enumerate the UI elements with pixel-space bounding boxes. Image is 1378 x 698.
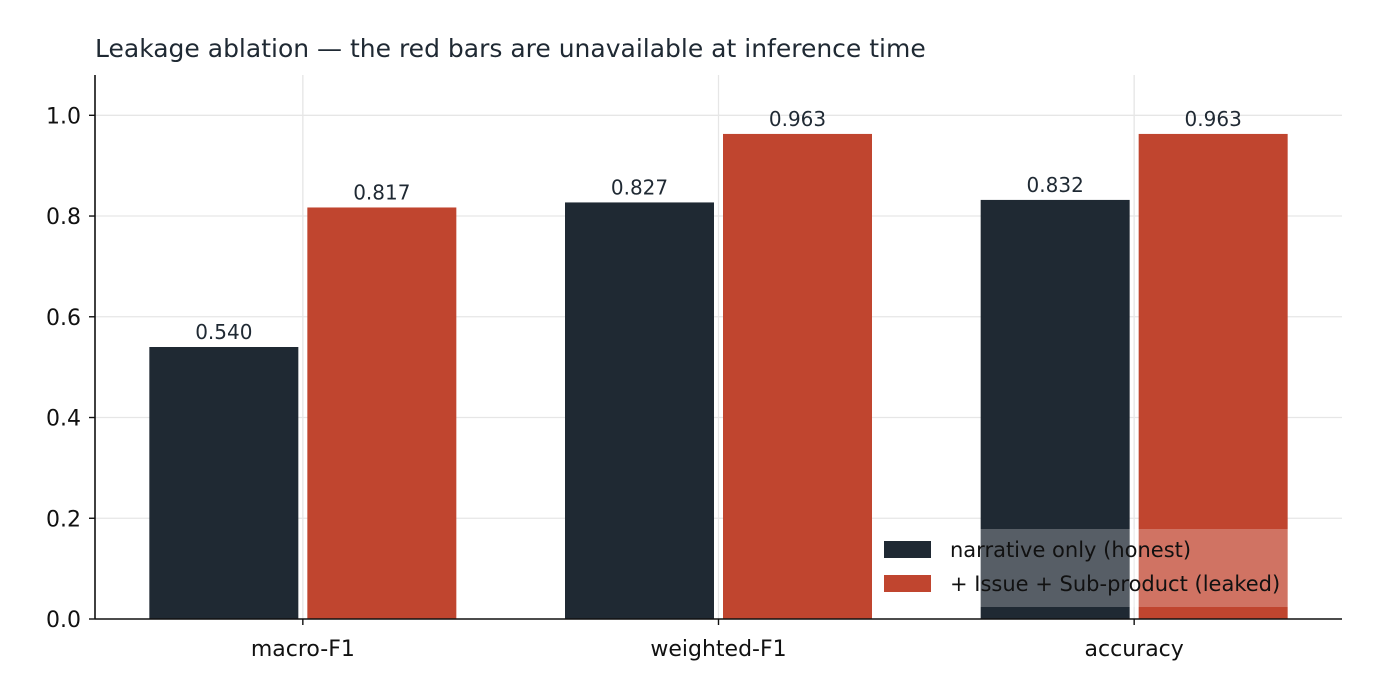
- legend: narrative only (honest) + Issue + Sub-pro…: [872, 529, 1332, 607]
- bar: [307, 207, 457, 620]
- bar: [149, 347, 299, 619]
- y-tick-label: 0.6: [46, 306, 81, 331]
- legend-box: [872, 529, 1332, 607]
- gridlines: [95, 75, 1342, 619]
- bar: [723, 133, 872, 619]
- axes: 0.0 0.2 0.4 0.6 0.8 1.0 macro-F1 weighted-F1 acc…: [46, 75, 1342, 662]
- bar: [980, 199, 1130, 619]
- legend-label: + Issue + Sub-product (leaked): [950, 572, 1280, 596]
- y-tick-label: 0.2: [46, 507, 81, 532]
- x-tick-label: weighted-F1: [650, 637, 786, 662]
- legend-swatch: [884, 541, 931, 558]
- bar: [1138, 133, 1288, 619]
- data-label: 0.832: [1027, 173, 1084, 197]
- data-label: 0.540: [195, 320, 252, 344]
- bar: [565, 202, 714, 619]
- y-tick-label: 0.4: [46, 407, 81, 432]
- data-label: 0.817: [353, 180, 410, 204]
- y-tick-label: 0.0: [46, 608, 81, 633]
- legend-swatch: [884, 575, 931, 592]
- data-label: 0.963: [769, 107, 826, 131]
- chart-title: Leakage ablation — the red bars are unav…: [95, 34, 926, 63]
- data-label: 0.963: [1185, 107, 1242, 131]
- x-tick-label: accuracy: [1085, 637, 1184, 662]
- y-tick-label: 0.8: [46, 205, 81, 230]
- y-tick-label: 1.0: [46, 104, 81, 129]
- data-labels: 0.540 0.827 0.832 0.817 0.963 0.963: [195, 107, 1242, 344]
- legend-label: narrative only (honest): [950, 538, 1191, 562]
- bars: [149, 133, 1288, 620]
- x-tick-label: macro-F1: [251, 637, 355, 662]
- data-label: 0.827: [611, 175, 668, 199]
